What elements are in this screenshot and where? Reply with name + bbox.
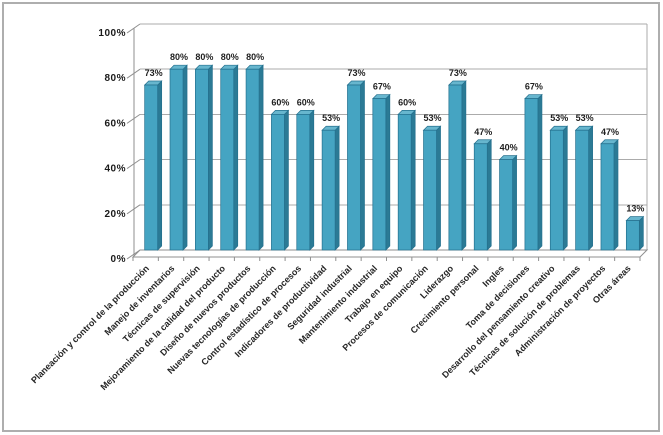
bar-value-label: 73%	[145, 68, 163, 78]
bar-value-label: 53%	[424, 113, 442, 123]
bar-value-label: 80%	[246, 52, 264, 62]
bar-front-face	[549, 129, 564, 251]
bar-side-face	[512, 154, 517, 251]
bar	[295, 109, 315, 251]
bar-value-label: 53%	[576, 113, 594, 123]
bar	[600, 138, 619, 251]
bar-value-label: 40%	[500, 143, 518, 153]
bar-side-face	[461, 80, 467, 251]
bar-side-face	[613, 138, 619, 251]
bar-side-face	[588, 125, 593, 251]
bar-front-face	[423, 129, 437, 251]
bar	[473, 138, 493, 251]
bar	[194, 64, 214, 251]
bar	[574, 125, 594, 251]
bar-front-face	[397, 114, 412, 251]
bar	[169, 64, 188, 251]
bar	[346, 80, 366, 251]
bar-side-face	[284, 109, 289, 251]
bar-side-face	[334, 125, 340, 251]
bar-front-face	[372, 98, 387, 251]
y-tick-label: 40%	[104, 164, 126, 175]
bar-front-face	[245, 68, 260, 251]
bar-value-label: 73%	[449, 68, 467, 78]
bar-front-face	[321, 129, 336, 251]
bar	[219, 64, 239, 251]
bar-value-label: 47%	[474, 127, 492, 137]
bar-side-face	[258, 64, 264, 251]
bar-side-face	[157, 80, 163, 251]
bar-side-face	[309, 109, 315, 251]
bar-front-face	[144, 84, 159, 251]
bar	[498, 154, 518, 251]
y-tick-label: 60%	[104, 118, 126, 129]
bar-side-face	[638, 215, 644, 251]
bar-value-label: 73%	[347, 68, 365, 78]
bar-value-label: 80%	[170, 52, 188, 62]
y-tick-label: 80%	[104, 73, 126, 84]
bar-value-label: 60%	[271, 97, 289, 107]
bar-front-face	[220, 68, 235, 251]
bar-value-label: 60%	[398, 97, 416, 107]
bar-value-label: 53%	[550, 113, 568, 123]
bar-side-face	[562, 125, 568, 251]
bar-value-label: 60%	[297, 97, 315, 107]
bar-value-label: 67%	[525, 82, 543, 92]
bar	[625, 215, 645, 251]
bar-front-face	[347, 84, 361, 251]
bar-side-face	[486, 138, 492, 251]
bar-front-face	[625, 220, 640, 251]
bar-value-label: 53%	[322, 113, 340, 123]
bar-front-face	[499, 159, 513, 251]
bar-front-face	[600, 143, 615, 251]
bar-side-face	[208, 64, 213, 251]
chart-floor	[131, 249, 649, 258]
bar	[321, 125, 340, 251]
bar-front-face	[575, 129, 589, 251]
bar	[524, 93, 543, 251]
bar-value-label: 13%	[626, 204, 644, 214]
bar-front-face	[473, 143, 488, 251]
bar	[245, 64, 264, 251]
bar-front-face	[296, 114, 311, 251]
bar-front-face	[448, 84, 463, 251]
bar	[448, 80, 467, 251]
bar-value-label: 67%	[373, 82, 391, 92]
y-tick-label: 100%	[98, 28, 126, 39]
bar-side-face	[360, 80, 365, 251]
bar-front-face	[271, 114, 285, 251]
bar-value-label: 80%	[221, 52, 239, 62]
bar-side-face	[537, 93, 543, 251]
y-tick-label: 0%	[111, 254, 126, 265]
bar	[549, 125, 569, 251]
bar-side-face	[436, 125, 441, 251]
bar	[143, 80, 163, 251]
bar-side-face	[385, 93, 391, 251]
bar-front-face	[524, 98, 539, 251]
y-tick-label: 20%	[104, 209, 126, 220]
bar	[270, 109, 290, 251]
bar	[371, 93, 391, 251]
bar-front-face	[169, 68, 184, 251]
bar-side-face	[410, 109, 416, 251]
bar	[397, 109, 417, 251]
bar-front-face	[195, 68, 209, 251]
bar-value-label: 47%	[601, 127, 619, 137]
bar-value-label: 80%	[195, 52, 213, 62]
bar	[422, 125, 442, 251]
bar-side-face	[182, 64, 188, 251]
bar-side-face	[233, 64, 239, 251]
